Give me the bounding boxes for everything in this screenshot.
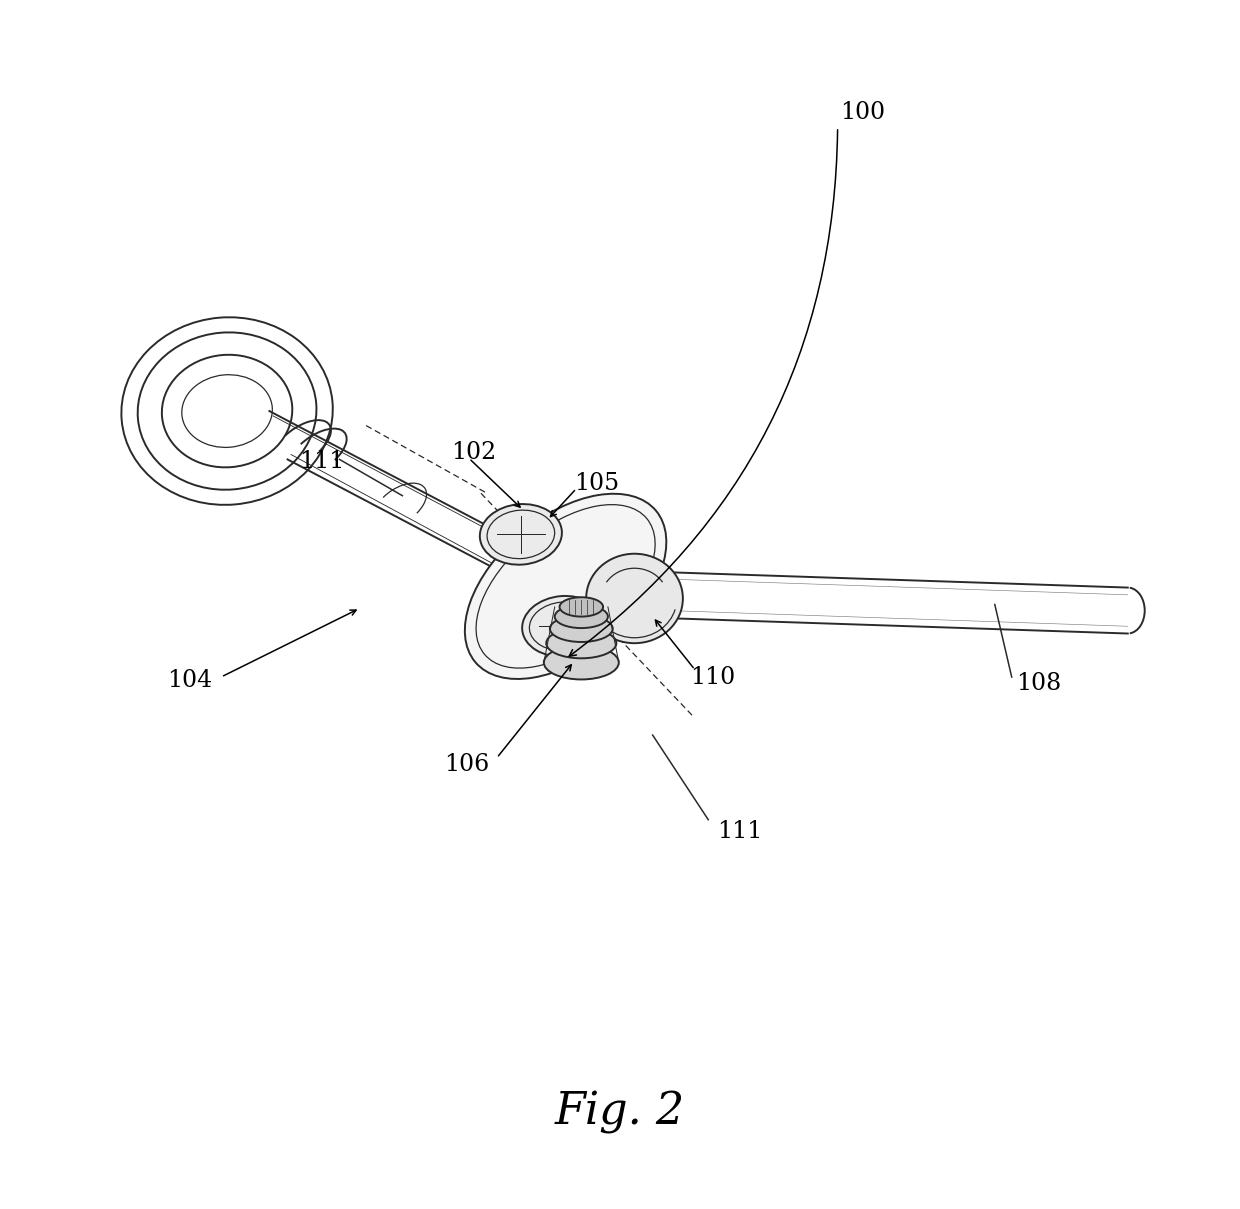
Ellipse shape xyxy=(465,493,666,679)
Text: 105: 105 xyxy=(574,472,619,496)
FancyArrowPatch shape xyxy=(569,129,837,656)
Ellipse shape xyxy=(547,629,616,658)
Ellipse shape xyxy=(549,615,613,642)
Ellipse shape xyxy=(480,504,562,565)
Text: 110: 110 xyxy=(691,665,735,689)
Text: 111: 111 xyxy=(717,820,763,844)
Text: 104: 104 xyxy=(167,669,212,693)
Ellipse shape xyxy=(587,554,683,643)
Ellipse shape xyxy=(522,596,604,656)
Text: Fig. 2: Fig. 2 xyxy=(554,1091,686,1134)
Text: 111: 111 xyxy=(300,450,345,474)
Ellipse shape xyxy=(544,646,619,679)
Ellipse shape xyxy=(559,597,603,617)
Ellipse shape xyxy=(554,604,608,629)
Text: 100: 100 xyxy=(839,100,885,125)
Text: 102: 102 xyxy=(451,440,496,464)
Text: 106: 106 xyxy=(444,752,490,776)
Text: 108: 108 xyxy=(1017,671,1061,695)
